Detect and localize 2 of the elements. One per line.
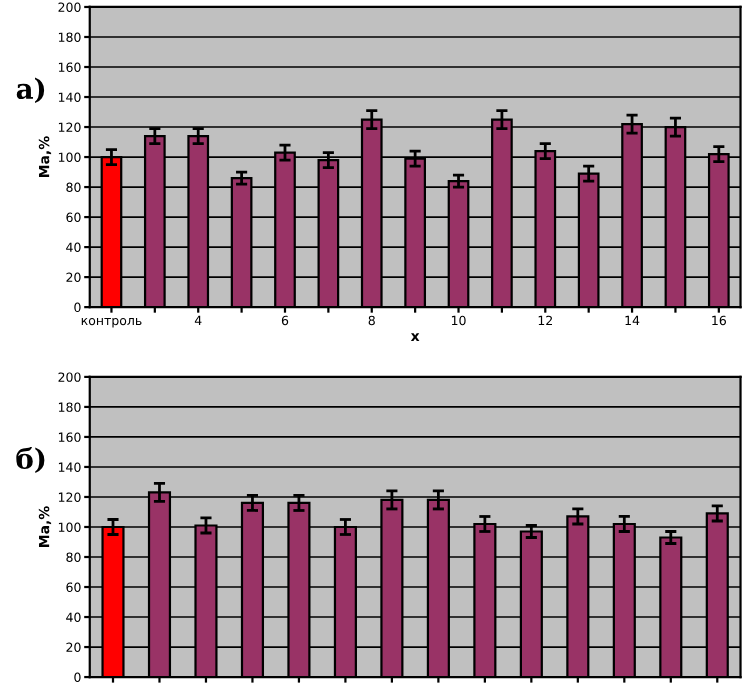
text: а) — [16, 77, 45, 104]
text: б) — [16, 447, 45, 473]
